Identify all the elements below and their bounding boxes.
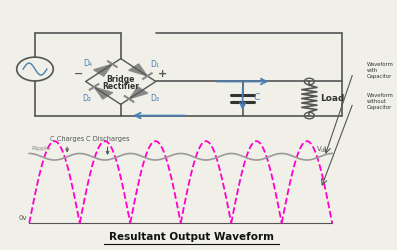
Text: C Charges: C Charges [50,136,84,152]
Text: Load: Load [320,94,344,103]
Polygon shape [129,64,147,76]
Text: Waveform
without
Capacitor: Waveform without Capacitor [366,93,393,110]
Text: −: − [74,69,83,79]
Text: D₃: D₃ [150,94,159,103]
Text: +: + [158,69,167,79]
Text: C Discharges: C Discharges [86,136,129,154]
Text: Waveform
with
Capacitor: Waveform with Capacitor [366,62,393,79]
Text: D₁: D₁ [150,60,159,69]
Text: Ripple: Ripple [31,146,51,150]
Text: V$_{dc}$: V$_{dc}$ [316,144,328,155]
Text: 0v: 0v [19,215,27,221]
Text: C: C [253,93,260,102]
Polygon shape [129,87,148,99]
Text: D₄: D₄ [83,59,92,68]
Text: Bridge: Bridge [106,75,135,84]
Polygon shape [94,64,112,76]
Text: Rectifier: Rectifier [102,82,139,92]
Polygon shape [94,87,113,99]
Text: Resultant Output Waveform: Resultant Output Waveform [109,232,274,242]
Text: D₂: D₂ [83,94,92,103]
